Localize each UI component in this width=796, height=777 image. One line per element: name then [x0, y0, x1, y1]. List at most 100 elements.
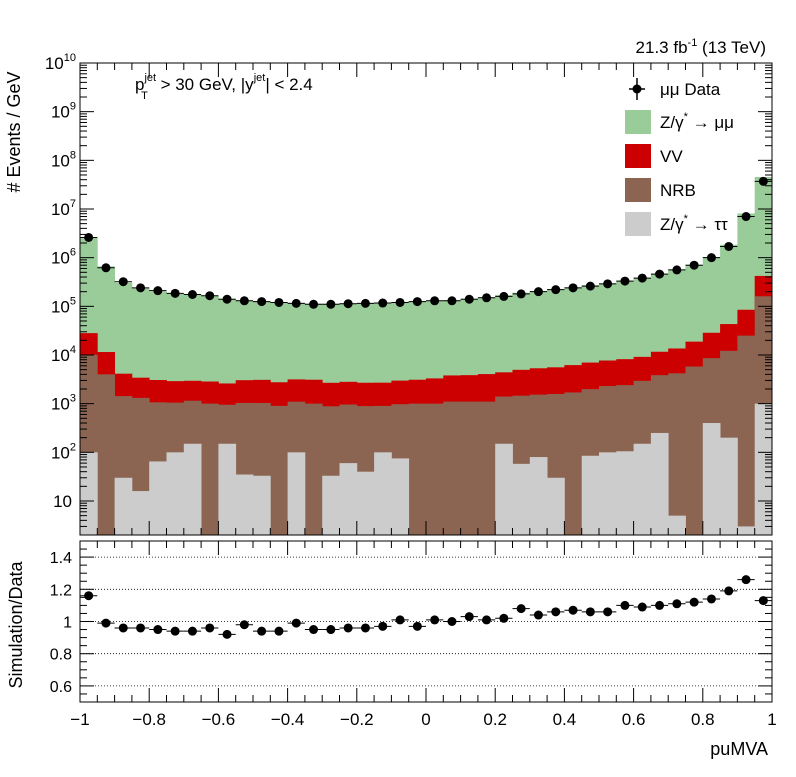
ratio-point — [706, 594, 716, 604]
bar-nrb — [270, 405, 288, 535]
ratio-point — [309, 625, 319, 635]
legend-label-zmm: Z/γ* → μμ — [660, 111, 734, 132]
ratio-point — [620, 600, 630, 610]
ratio-point — [187, 626, 197, 636]
bar-ztt — [80, 452, 98, 535]
ratio-point — [118, 623, 128, 633]
data-point — [724, 241, 734, 251]
legend: μμ Data Z/γ* → μμ VV NRB Z/γ* → ττ — [625, 78, 734, 236]
ratio-point — [291, 618, 301, 628]
bar-nrb — [460, 401, 479, 535]
legend-label-vv: VV — [660, 147, 683, 166]
data-point — [672, 265, 682, 275]
ratio-point — [568, 605, 578, 615]
y-tick-label: 108 — [51, 149, 76, 170]
ratio-y-tick-label: 0.6 — [50, 679, 72, 696]
ratio-point — [637, 602, 647, 612]
x-tick-label: 0.6 — [622, 710, 646, 729]
data-point — [655, 269, 665, 279]
data-point — [464, 294, 474, 304]
data-point — [706, 253, 716, 263]
lumi-label: 21.3 fb-1 (13 TeV) — [636, 37, 766, 57]
x-tick-label: 0.4 — [553, 710, 577, 729]
ratio-plot: 0.6 0.8 1 1.2 1.4 −1 −0.8 −0.6 −0.4 −0.2 0 0.2 0.4 0.… — [50, 540, 777, 729]
x-tick-label: −0.2 — [340, 710, 374, 729]
bar-ztt — [616, 451, 634, 535]
data-point — [516, 289, 526, 299]
bar-ztt — [754, 403, 773, 535]
data-point — [412, 297, 422, 307]
ratio-point — [170, 626, 180, 636]
data-point — [170, 288, 180, 298]
data-point — [378, 298, 388, 308]
ratio-y-tick-label: 0.8 — [50, 647, 72, 664]
data-point — [360, 298, 370, 308]
bar-nrb — [737, 335, 756, 535]
bar-ztt — [322, 475, 340, 535]
x-tick-label: 0 — [421, 710, 430, 729]
y-tick-label: 105 — [51, 295, 76, 316]
bar-nrb — [564, 392, 583, 535]
x-tick-label: 0.8 — [691, 710, 715, 729]
bar-nrb — [443, 401, 461, 535]
bar-ztt — [599, 452, 617, 535]
bar-ztt — [166, 452, 185, 535]
ratio-point — [689, 597, 699, 607]
ratio-point — [84, 591, 94, 601]
bar-ztt — [253, 475, 271, 535]
ratio-point — [412, 621, 422, 631]
data-point — [551, 285, 561, 295]
bar-nrb — [201, 403, 219, 535]
ratio-y-tick-label: 1 — [63, 615, 72, 632]
data-point — [187, 290, 197, 299]
bar-ztt — [235, 474, 254, 535]
data-point — [84, 232, 94, 242]
x-axis-title: puMVA — [710, 739, 768, 759]
data-point — [326, 299, 336, 309]
x-tick-label: −0.8 — [132, 710, 166, 729]
bar-ztt — [668, 515, 686, 535]
legend-label-nrb: NRB — [660, 181, 696, 200]
data-point — [274, 297, 284, 307]
bar-nrb — [408, 403, 427, 535]
y-tick-label: 109 — [51, 101, 76, 122]
bar-ztt — [356, 471, 375, 535]
ratio-point — [136, 623, 146, 633]
data-point — [239, 296, 249, 306]
data-point — [153, 286, 163, 296]
ratio-y-tick-label: 1.2 — [50, 582, 72, 599]
ratio-point — [395, 615, 405, 625]
data-point — [637, 273, 647, 283]
ratio-point — [603, 607, 613, 617]
data-point — [205, 291, 215, 301]
ratio-point — [447, 617, 457, 626]
x-tick-label: 1 — [767, 710, 776, 729]
ratio-point — [239, 620, 249, 630]
legend-label-data: μμ Data — [660, 80, 721, 99]
legend-label-ztt: Z/γ* → ττ — [660, 213, 728, 234]
y-tick-label: 103 — [51, 393, 76, 414]
data-point — [343, 299, 353, 309]
data-point — [136, 283, 146, 293]
data-point — [603, 279, 613, 289]
bar-ztt — [737, 526, 756, 535]
data-point — [309, 299, 319, 309]
bar-nrb — [477, 401, 496, 535]
x-tick-label: −1 — [70, 710, 89, 729]
ratio-point — [222, 629, 232, 639]
bar-ztt — [149, 461, 167, 535]
bar-nrb — [426, 403, 444, 535]
data-point — [291, 298, 301, 308]
x-tick-label: −0.4 — [271, 710, 305, 729]
ratio-point — [741, 575, 751, 585]
x-tick-label: 0.2 — [483, 710, 507, 729]
bar-ztt — [374, 452, 392, 535]
ratio-point — [758, 596, 768, 606]
data-point — [568, 283, 578, 293]
bar-ztt — [114, 477, 133, 535]
ratio-point — [655, 600, 665, 610]
y-tick-label: 107 — [51, 198, 76, 219]
bar-nrb — [685, 366, 704, 535]
bar-ztt — [581, 455, 600, 535]
